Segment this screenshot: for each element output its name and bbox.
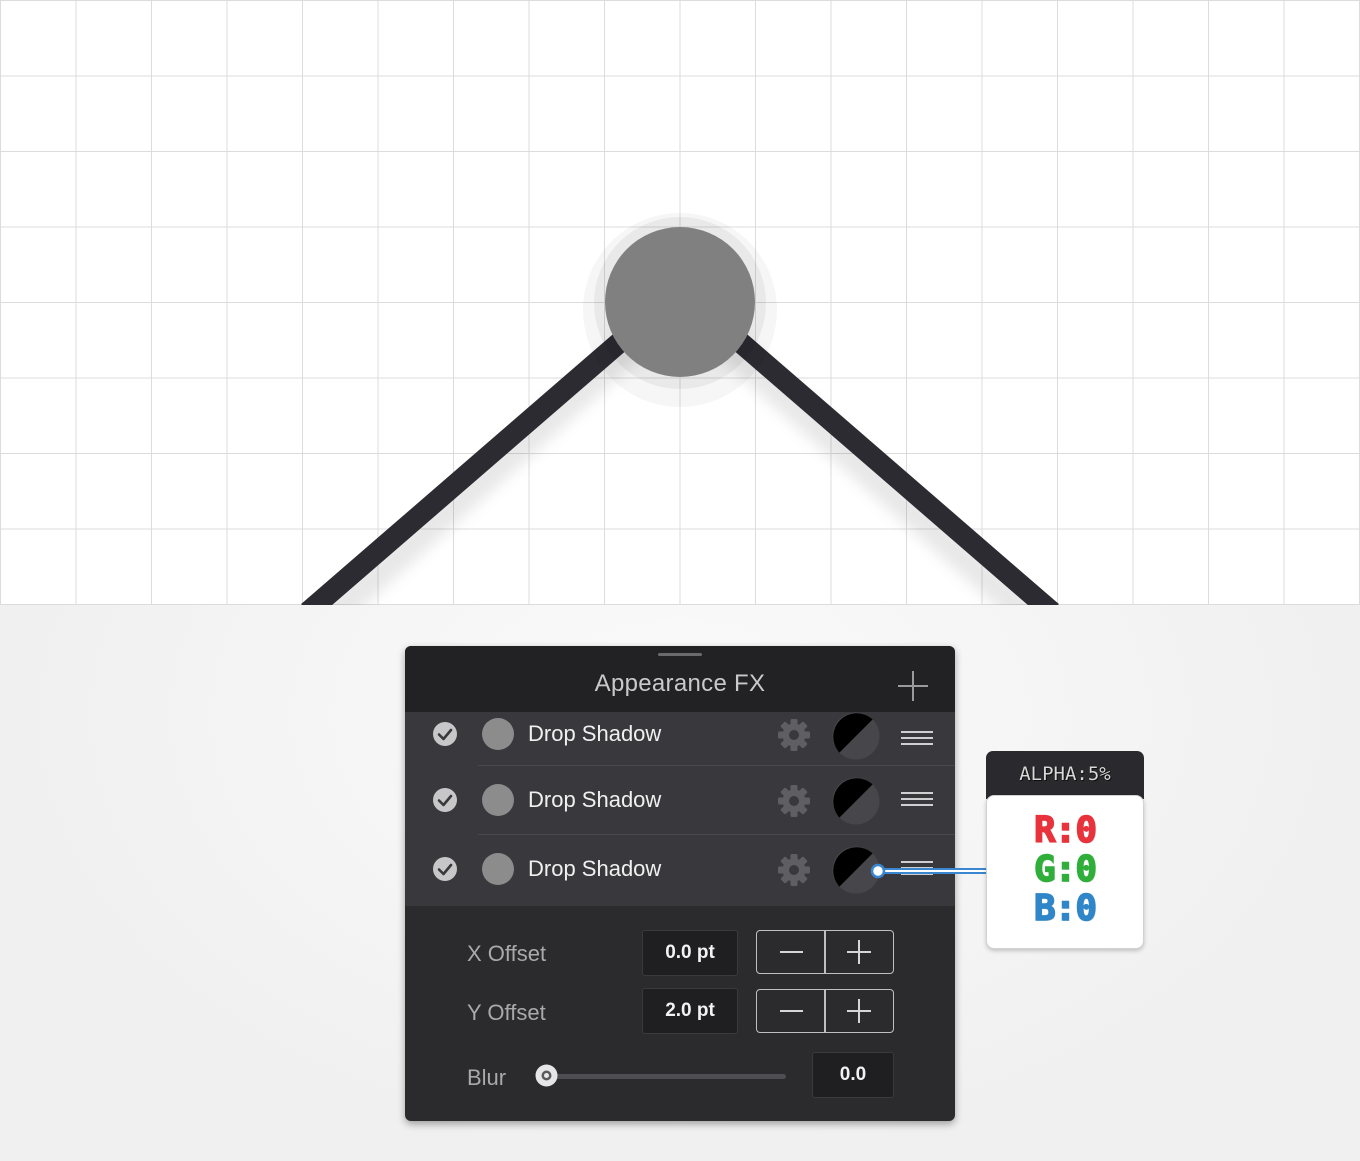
effect-row[interactable]: Drop Shadow [405, 766, 955, 835]
hamburger-icon [901, 792, 933, 806]
x-offset-stepper [756, 930, 894, 974]
panel-title: Appearance FX [594, 670, 766, 697]
gear-icon [778, 785, 810, 817]
blend-mode-icon [832, 777, 880, 825]
effect-label: Drop Shadow [528, 856, 662, 881]
blend-mode-button[interactable] [832, 777, 880, 825]
x-offset-increment-button[interactable] [825, 931, 893, 973]
enabled-checkbox[interactable] [432, 787, 458, 813]
row-divider [478, 765, 955, 766]
y-offset-stepper [756, 989, 894, 1033]
artwork [301, 217, 1059, 605]
blend-mode-button[interactable] [832, 846, 880, 894]
y-offset-field[interactable]: 2.0 pt [642, 988, 738, 1034]
blur-slider-track[interactable] [548, 1074, 786, 1079]
effect-label: Drop Shadow [528, 721, 662, 746]
x-offset-decrement-button[interactable] [757, 931, 825, 973]
y-offset-increment-button[interactable] [825, 990, 893, 1032]
appearance-fx-panel: Appearance FX Drop Shadow [405, 646, 955, 1121]
red-value: R:0 [1033, 809, 1098, 852]
checkmark-icon [433, 857, 457, 881]
effect-color-swatch[interactable] [482, 784, 514, 816]
y-offset-label: Y Offset [467, 1000, 546, 1025]
effect-settings-button[interactable] [777, 718, 811, 752]
add-effect-button[interactable] [897, 670, 929, 702]
effect-row-selected[interactable]: Drop Shadow [405, 835, 955, 906]
reorder-handle[interactable] [901, 858, 933, 878]
effect-settings-button[interactable] [777, 853, 811, 887]
hamburger-icon [901, 731, 933, 745]
panel-header: Appearance FX [405, 646, 955, 712]
blur-slider-thumb[interactable] [534, 1063, 559, 1088]
drag-handle[interactable] [658, 653, 702, 656]
effect-label: Drop Shadow [528, 787, 662, 812]
effect-color-swatch[interactable] [482, 718, 514, 750]
gear-icon [778, 854, 810, 886]
green-value: G:0 [1033, 848, 1098, 891]
slider-knob-icon [535, 1064, 558, 1087]
blur-field[interactable]: 0.0 [812, 1052, 894, 1098]
effect-row[interactable]: Drop Shadow [405, 712, 955, 766]
row-divider [478, 834, 955, 835]
plus-icon [898, 671, 928, 701]
rgb-values-card: R:0 G:0 B:0 [986, 795, 1144, 949]
color-value-callout: ALPHA:5% R:0 G:0 B:0 [986, 751, 1144, 949]
checkmark-icon [433, 788, 457, 812]
alpha-label: ALPHA:5% [986, 751, 1144, 799]
minus-icon [780, 951, 803, 953]
stepper-divider [824, 990, 826, 1032]
checkmark-icon [433, 722, 457, 746]
blend-mode-icon [832, 712, 880, 760]
anchor-node [605, 227, 755, 377]
plus-icon [847, 940, 871, 964]
reorder-handle[interactable] [901, 728, 933, 748]
artboard-canvas[interactable] [0, 0, 1360, 605]
minus-icon [780, 1010, 803, 1012]
blend-mode-icon [832, 846, 880, 894]
reorder-handle[interactable] [901, 789, 933, 809]
x-offset-field[interactable]: 0.0 pt [642, 930, 738, 976]
blend-mode-button[interactable] [832, 712, 880, 760]
gear-icon [778, 719, 810, 751]
enabled-checkbox[interactable] [432, 856, 458, 882]
enabled-checkbox[interactable] [432, 721, 458, 747]
x-offset-label: X Offset [467, 941, 547, 966]
y-offset-decrement-button[interactable] [757, 990, 825, 1032]
effect-color-swatch[interactable] [482, 853, 514, 885]
stepper-divider [824, 931, 826, 973]
plus-icon [847, 999, 871, 1023]
effect-settings-button[interactable] [777, 784, 811, 818]
blue-value: B:0 [1033, 887, 1098, 930]
hamburger-icon [901, 861, 933, 875]
blur-label: Blur [467, 1065, 507, 1090]
